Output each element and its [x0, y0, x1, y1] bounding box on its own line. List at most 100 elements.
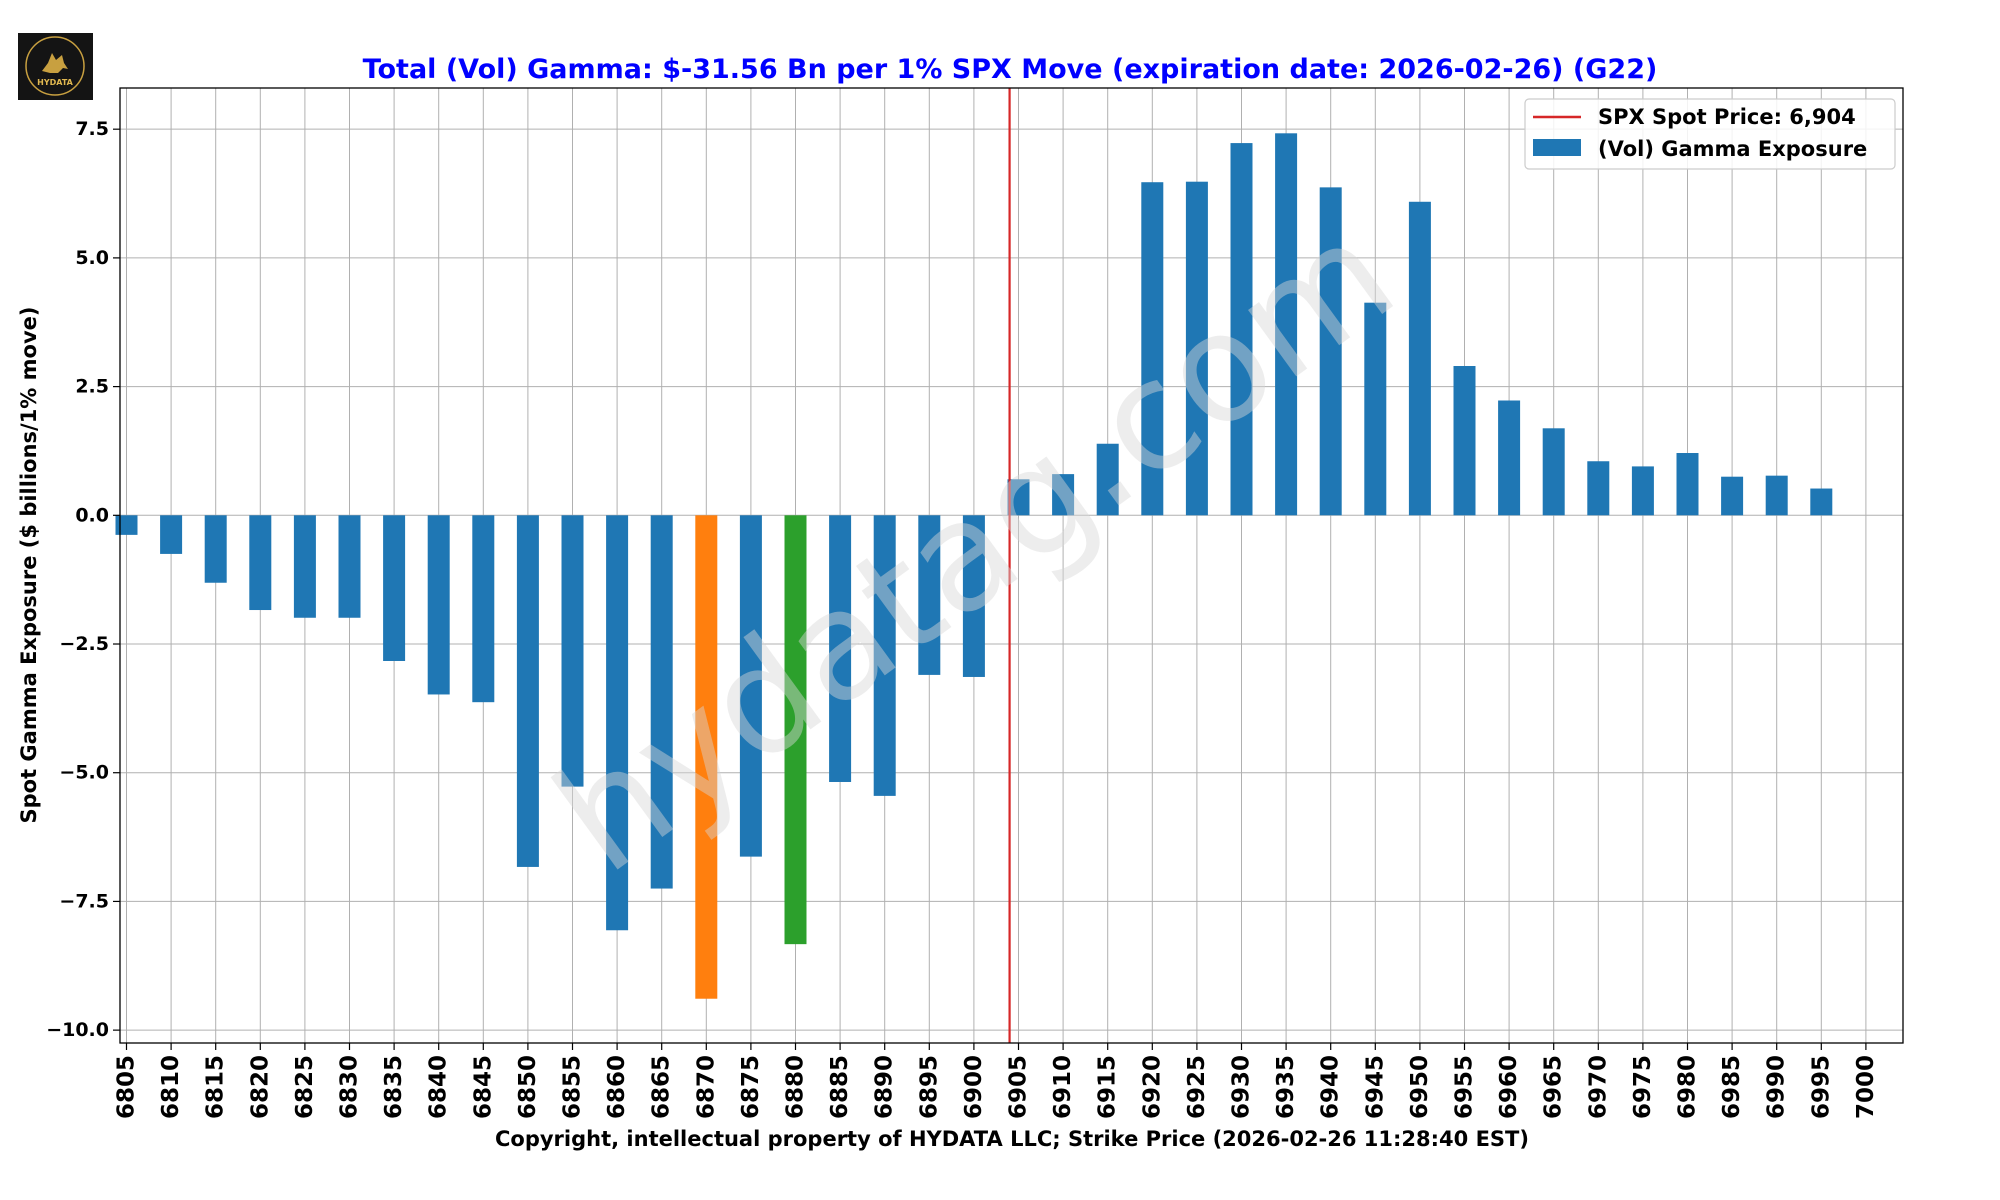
- x-tick-label: 6995: [1808, 1055, 1834, 1119]
- bar-6810: [160, 515, 183, 554]
- x-tick-label: 6825: [292, 1055, 318, 1119]
- y-axis-label: Spot Gamma Exposure ($ billions/1% move): [17, 307, 41, 824]
- bar-6820: [249, 515, 272, 611]
- bar-6895: [918, 515, 941, 675]
- x-tick-label: 7000: [1853, 1055, 1879, 1119]
- bar-6995: [1810, 488, 1833, 516]
- x-tick-label: 6835: [381, 1055, 407, 1119]
- legend-spot-label: SPX Spot Price: 6,904: [1598, 105, 1856, 129]
- x-tick-label: 6965: [1541, 1055, 1567, 1119]
- bar-6970: [1587, 461, 1610, 516]
- x-tick-label: 6935: [1273, 1055, 1299, 1119]
- x-tick-label: 6970: [1585, 1055, 1611, 1119]
- x-tick-label: 6885: [827, 1055, 853, 1119]
- bar-6940: [1319, 187, 1342, 516]
- x-tick-label: 6920: [1139, 1055, 1165, 1119]
- legend: SPX Spot Price: 6,904 (Vol) Gamma Exposu…: [1524, 98, 1896, 170]
- bar-6920: [1141, 182, 1164, 516]
- bar-6930: [1230, 143, 1253, 516]
- hydata-logo: HYDATA: [18, 33, 93, 100]
- x-tick-label: 6900: [961, 1055, 987, 1119]
- x-tick-label: 6940: [1318, 1055, 1344, 1119]
- x-tick-label: 6810: [158, 1055, 184, 1119]
- x-tick-label: 6845: [470, 1055, 496, 1119]
- x-tick-label: 6905: [1006, 1055, 1032, 1119]
- x-tick-label: 6855: [560, 1055, 586, 1119]
- y-tick-label: 2.5: [75, 376, 109, 398]
- x-tick-label: 6915: [1095, 1055, 1121, 1119]
- x-tick-label: 6945: [1362, 1055, 1388, 1119]
- bar-6855: [561, 515, 584, 787]
- x-tick-label: 6865: [649, 1055, 675, 1119]
- bar-6910: [1052, 474, 1075, 516]
- x-axis-label: Copyright, intellectual property of HYDA…: [495, 1127, 1529, 1151]
- x-tick-label: 6820: [247, 1055, 273, 1119]
- x-tick-label: 6890: [872, 1055, 898, 1119]
- wolf-icon: [42, 53, 68, 73]
- y-tick-label: −10.0: [46, 1019, 109, 1041]
- bar-6860: [606, 515, 629, 931]
- bar-6805: [115, 515, 138, 535]
- x-tick-label: 6930: [1229, 1055, 1255, 1119]
- x-tick-label: 6880: [783, 1055, 809, 1119]
- x-tick-label: 6850: [515, 1055, 541, 1119]
- plot-frame: [119, 87, 1904, 1044]
- bar-6900: [962, 515, 985, 677]
- x-tick-label: 6955: [1452, 1055, 1478, 1119]
- bar-6905: [1007, 479, 1030, 516]
- x-tick-label: 6805: [114, 1055, 140, 1119]
- bar-6850: [516, 515, 539, 867]
- bar-6880: [784, 515, 807, 945]
- bar-6845: [472, 515, 495, 703]
- bar-6975: [1631, 466, 1654, 516]
- x-tick-label: 6960: [1496, 1055, 1522, 1119]
- x-tick-label: 6950: [1407, 1055, 1433, 1119]
- bar-6865: [650, 515, 673, 889]
- bar-6960: [1498, 400, 1521, 516]
- y-tick-label: 7.5: [75, 118, 109, 140]
- bar-6875: [739, 515, 762, 857]
- x-tick-label: 6815: [203, 1055, 229, 1119]
- bar-6955: [1453, 366, 1476, 516]
- x-tick-label: 6895: [916, 1055, 942, 1119]
- x-tick-label: 6860: [604, 1055, 630, 1119]
- bar-6945: [1364, 302, 1387, 516]
- legend-box: [1524, 98, 1896, 170]
- logo-text: HYDATA: [37, 78, 74, 87]
- bar-6915: [1096, 443, 1119, 516]
- x-tick-label: 6925: [1184, 1055, 1210, 1119]
- y-tick-label: −7.5: [59, 890, 109, 912]
- bars: [115, 133, 1833, 999]
- x-tick-label: 6875: [738, 1055, 764, 1119]
- bar-6830: [338, 515, 361, 618]
- x-tick-label: 6985: [1719, 1055, 1745, 1119]
- bar-6885: [829, 515, 852, 782]
- bar-6815: [204, 515, 227, 583]
- x-tick-label: 6870: [693, 1055, 719, 1119]
- x-tick-label: 6975: [1630, 1055, 1656, 1119]
- y-tick-label: −5.0: [59, 762, 109, 784]
- bar-6935: [1275, 133, 1298, 516]
- x-tick-label: 6840: [426, 1055, 452, 1119]
- y-axis: 7.5 5.0 2.5 0.0 −2.5 −5.0 −7.5 −10.0: [46, 118, 120, 1041]
- x-tick-label: 6910: [1050, 1055, 1076, 1119]
- x-axis: 6805 6810 6815 6820 6825 6830 6835 6840 6845 6850…: [114, 1043, 1879, 1119]
- y-tick-label: 5.0: [75, 247, 109, 269]
- y-tick-label: −2.5: [59, 633, 109, 655]
- bar-6890: [873, 515, 896, 796]
- bar-6990: [1765, 475, 1788, 516]
- y-tick-label: 0.0: [75, 504, 109, 526]
- bar-6825: [293, 515, 316, 618]
- bar-6980: [1676, 453, 1699, 516]
- bar-6950: [1408, 201, 1431, 516]
- bar-6840: [427, 515, 450, 695]
- bar-6965: [1542, 428, 1565, 516]
- x-tick-label: 6980: [1675, 1055, 1701, 1119]
- legend-gamma-label: (Vol) Gamma Exposure: [1598, 137, 1867, 161]
- x-tick-label: 6830: [337, 1055, 363, 1119]
- bar-6985: [1721, 476, 1744, 516]
- legend-gamma-swatch: [1533, 139, 1581, 156]
- bar-6870: [695, 515, 718, 999]
- bar-6835: [383, 515, 406, 661]
